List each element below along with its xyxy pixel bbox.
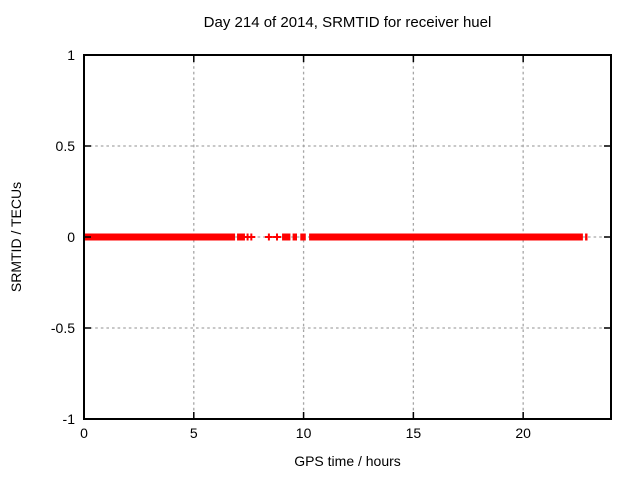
- data-point: [247, 233, 256, 241]
- y-tick-label: -0.5: [51, 320, 75, 336]
- x-axis-label: GPS time / hours: [294, 453, 401, 469]
- y-tick-label: 0.5: [56, 138, 76, 154]
- data-segment: [282, 233, 291, 241]
- y-tick-label: 0: [67, 229, 75, 245]
- chart-title: Day 214 of 2014, SRMTID for receiver hue…: [203, 14, 492, 31]
- y-tick-label: -1: [63, 411, 76, 427]
- x-tick-label: 10: [296, 425, 312, 441]
- data-point: [264, 233, 273, 241]
- data-segment: [292, 233, 297, 241]
- x-tick-label: 0: [80, 425, 88, 441]
- data-segment: [237, 233, 245, 241]
- y-tick-label: 1: [67, 47, 75, 63]
- data-segment: [585, 233, 588, 241]
- x-tick-label: 15: [406, 425, 422, 441]
- x-tick-label: 20: [515, 425, 531, 441]
- x-tick-label: 5: [190, 425, 198, 441]
- data-segment: [309, 233, 583, 241]
- data-point: [273, 233, 282, 241]
- data-segment: [300, 233, 306, 241]
- data-segment: [84, 233, 236, 241]
